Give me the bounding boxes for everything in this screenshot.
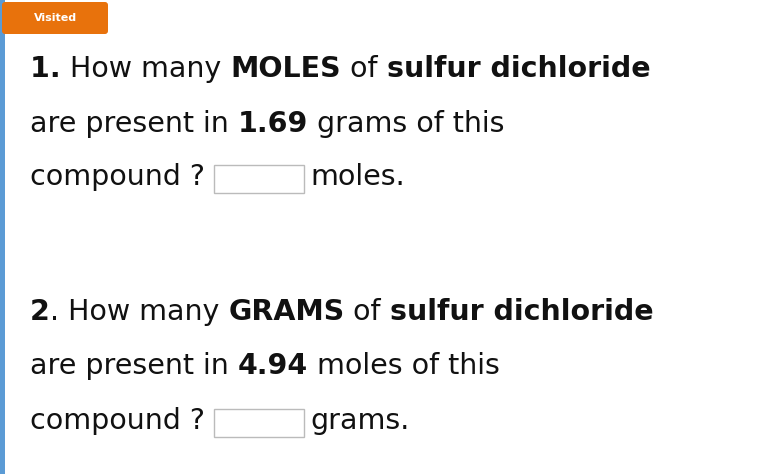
Text: 2: 2 — [30, 298, 50, 326]
Text: moles.: moles. — [310, 163, 405, 191]
Text: are present in: are present in — [30, 352, 238, 380]
Text: moles of this: moles of this — [308, 352, 500, 380]
Text: MOLES: MOLES — [231, 55, 341, 83]
Text: Visited: Visited — [33, 13, 77, 23]
Text: . How many: . How many — [50, 298, 229, 326]
Bar — [0, 0, 5, 474]
Text: of: of — [341, 55, 387, 83]
Text: compound ?: compound ? — [30, 407, 214, 435]
Bar — [214, 165, 304, 193]
Text: of: of — [345, 298, 390, 326]
Text: grams of this: grams of this — [308, 110, 505, 138]
Text: are present in: are present in — [30, 110, 238, 138]
Text: 1.69: 1.69 — [238, 110, 308, 138]
Text: sulfur dichloride: sulfur dichloride — [387, 55, 650, 83]
Text: compound ?: compound ? — [30, 163, 214, 191]
FancyBboxPatch shape — [2, 2, 108, 34]
Text: 1.: 1. — [30, 55, 71, 83]
Text: How many: How many — [71, 55, 231, 83]
Text: sulfur dichloride: sulfur dichloride — [390, 298, 653, 326]
Text: 4.94: 4.94 — [238, 352, 308, 380]
Bar — [214, 409, 304, 437]
Text: GRAMS: GRAMS — [229, 298, 345, 326]
Text: grams.: grams. — [310, 407, 409, 435]
